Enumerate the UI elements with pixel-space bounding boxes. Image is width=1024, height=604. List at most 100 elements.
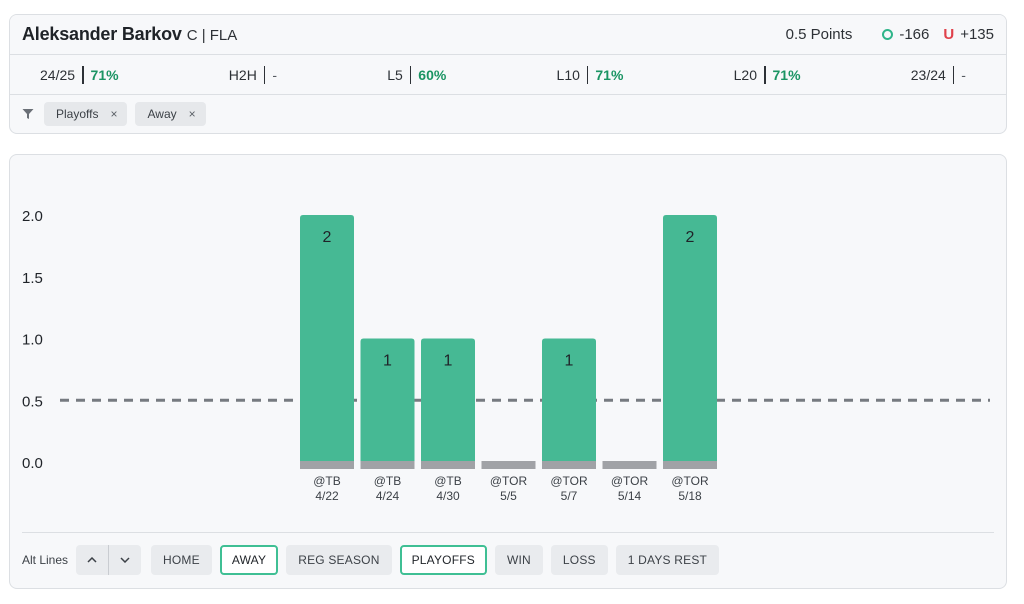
x-tick-opponent: @TOR bbox=[671, 474, 709, 488]
alt-line-down-button[interactable] bbox=[109, 545, 141, 575]
alt-lines-stepper bbox=[76, 545, 142, 575]
stat-divider bbox=[263, 65, 266, 84]
stat-value: 60% bbox=[418, 66, 447, 83]
x-tick-opponent: @TOR bbox=[611, 474, 649, 488]
bar-value-label: 1 bbox=[565, 353, 574, 370]
filter-pill-days-rest[interactable]: 1 DAYS REST bbox=[615, 545, 720, 575]
bar-baseline bbox=[300, 461, 354, 469]
line-info: 0.5 Points -166 U +135 bbox=[786, 26, 994, 43]
bar bbox=[542, 338, 596, 462]
bar-baseline bbox=[602, 461, 657, 469]
stat-label: L20 bbox=[733, 66, 757, 83]
chevron-down-icon bbox=[120, 557, 130, 563]
stat-divider bbox=[952, 65, 955, 84]
stat-value: 71% bbox=[90, 66, 119, 83]
filter-funnel-icon bbox=[22, 109, 34, 119]
x-tick-opponent: @TB bbox=[374, 474, 402, 488]
player-position-team: C | FLA bbox=[186, 27, 238, 44]
x-tick-date: 5/5 bbox=[500, 489, 517, 503]
x-tick-date: 4/24 bbox=[376, 489, 400, 503]
stat-label: L5 bbox=[387, 66, 403, 83]
y-tick-label: 0.5 bbox=[22, 393, 43, 410]
stat-l20[interactable]: L20 71% bbox=[733, 65, 801, 84]
filter-pill-playoffs[interactable]: PLAYOFFS bbox=[399, 545, 487, 575]
over-odds-value: -166 bbox=[899, 26, 930, 43]
stat-value: 71% bbox=[772, 66, 801, 83]
stat-l10[interactable]: L10 71% bbox=[556, 65, 624, 84]
prop-header: Aleksander Barkov C | FLA 0.5 Points -16… bbox=[10, 15, 1006, 55]
filter-pill-home[interactable]: HOME bbox=[151, 545, 212, 575]
x-tick-opponent: @TB bbox=[434, 474, 462, 488]
chart-footer: Alt Lines HOME AWAY REG SEASON PLAYOFFS … bbox=[10, 532, 1006, 588]
bar-value-label: 1 bbox=[383, 353, 392, 370]
bar-baseline bbox=[421, 461, 475, 469]
x-tick-date: 4/30 bbox=[436, 489, 460, 503]
game-log-chart-card: 2.0 1.5 1.0 0.5 0.0 2 @TB 4/22 1 @TB 4/24 1 @TB 4/30 @… bbox=[9, 154, 1007, 589]
y-tick-label: 1.5 bbox=[22, 270, 43, 287]
stat-value: 71% bbox=[595, 66, 624, 83]
stat-label: 23/24 bbox=[910, 66, 946, 83]
bar bbox=[421, 338, 475, 462]
filter-pill-loss[interactable]: LOSS bbox=[550, 545, 608, 575]
bar bbox=[300, 215, 354, 462]
footer-divider bbox=[22, 532, 994, 533]
player-name: Aleksander Barkov bbox=[22, 24, 182, 44]
filter-pill-win[interactable]: WIN bbox=[494, 545, 543, 575]
filter-pill-away[interactable]: AWAY bbox=[219, 545, 279, 575]
stat-value: - bbox=[961, 66, 966, 83]
filter-chip-away[interactable]: Away × bbox=[135, 102, 206, 126]
x-tick-opponent: @TOR bbox=[490, 474, 528, 488]
x-tick-opponent: @TOR bbox=[550, 474, 588, 488]
stepper-divider bbox=[108, 545, 110, 575]
stat-divider bbox=[764, 65, 766, 84]
stat-label: H2H bbox=[228, 66, 257, 83]
filter-chip-label: Playoffs bbox=[56, 107, 99, 121]
alt-line-up-button[interactable] bbox=[76, 545, 108, 575]
game-log-bar-chart: 2.01.51.00.50.02@TB4/221@TB4/241@TB4/30@… bbox=[22, 208, 990, 503]
filter-chip-playoffs[interactable]: Playoffs × bbox=[44, 102, 128, 126]
player-info: Aleksander Barkov C | FLA bbox=[22, 24, 237, 45]
bar-value-label: 2 bbox=[323, 229, 332, 246]
y-tick-label: 0.0 bbox=[22, 455, 43, 472]
y-tick-label: 1.0 bbox=[22, 332, 43, 349]
bar bbox=[360, 338, 415, 462]
filter-chip-label: Away bbox=[147, 107, 177, 121]
close-icon[interactable]: × bbox=[188, 107, 196, 121]
stat-label: 24/25 bbox=[40, 66, 76, 83]
stat-24-25[interactable]: 24/25 71% bbox=[40, 65, 119, 84]
x-tick-opponent: @TB bbox=[313, 474, 341, 488]
chevron-up-icon bbox=[87, 557, 97, 563]
stat-divider bbox=[409, 65, 412, 84]
stat-divider bbox=[82, 65, 84, 84]
over-odds-button[interactable]: -166 bbox=[882, 26, 929, 43]
stat-h2h[interactable]: H2H - bbox=[228, 65, 277, 84]
under-odds-button[interactable]: U +135 bbox=[943, 26, 994, 43]
active-filters: Playoffs × Away × bbox=[10, 95, 1006, 133]
stat-l5[interactable]: L5 60% bbox=[387, 65, 447, 84]
stat-23-24[interactable]: 23/24 - bbox=[910, 65, 966, 84]
stat-divider bbox=[586, 65, 589, 84]
x-tick-date: 5/18 bbox=[678, 489, 702, 503]
stat-value: - bbox=[272, 66, 277, 83]
bar-baseline bbox=[481, 461, 536, 469]
stat-label: L10 bbox=[556, 66, 580, 83]
hit-rate-stats: 24/25 71% H2H - L5 60% L10 71% L20 71% 2… bbox=[10, 55, 1006, 95]
close-icon[interactable]: × bbox=[110, 107, 118, 121]
x-tick-date: 4/22 bbox=[315, 489, 339, 503]
bar bbox=[663, 215, 717, 462]
x-tick-date: 5/14 bbox=[618, 489, 642, 503]
over-circle-icon bbox=[882, 29, 894, 40]
bar-value-label: 2 bbox=[686, 229, 695, 246]
bar-baseline bbox=[542, 461, 596, 469]
filter-pill-reg-season[interactable]: REG SEASON bbox=[286, 545, 392, 575]
under-odds-value: +135 bbox=[960, 26, 994, 43]
x-tick-date: 5/7 bbox=[561, 489, 578, 503]
bar-baseline bbox=[360, 461, 415, 469]
under-u-icon: U bbox=[943, 26, 955, 43]
player-prop-card: Aleksander Barkov C | FLA 0.5 Points -16… bbox=[9, 14, 1007, 134]
points-line: 0.5 Points bbox=[785, 26, 853, 43]
y-tick-label: 2.0 bbox=[22, 208, 43, 225]
alt-lines-label: Alt Lines bbox=[22, 553, 69, 567]
bar-value-label: 1 bbox=[444, 353, 453, 370]
bar-baseline bbox=[663, 461, 717, 469]
